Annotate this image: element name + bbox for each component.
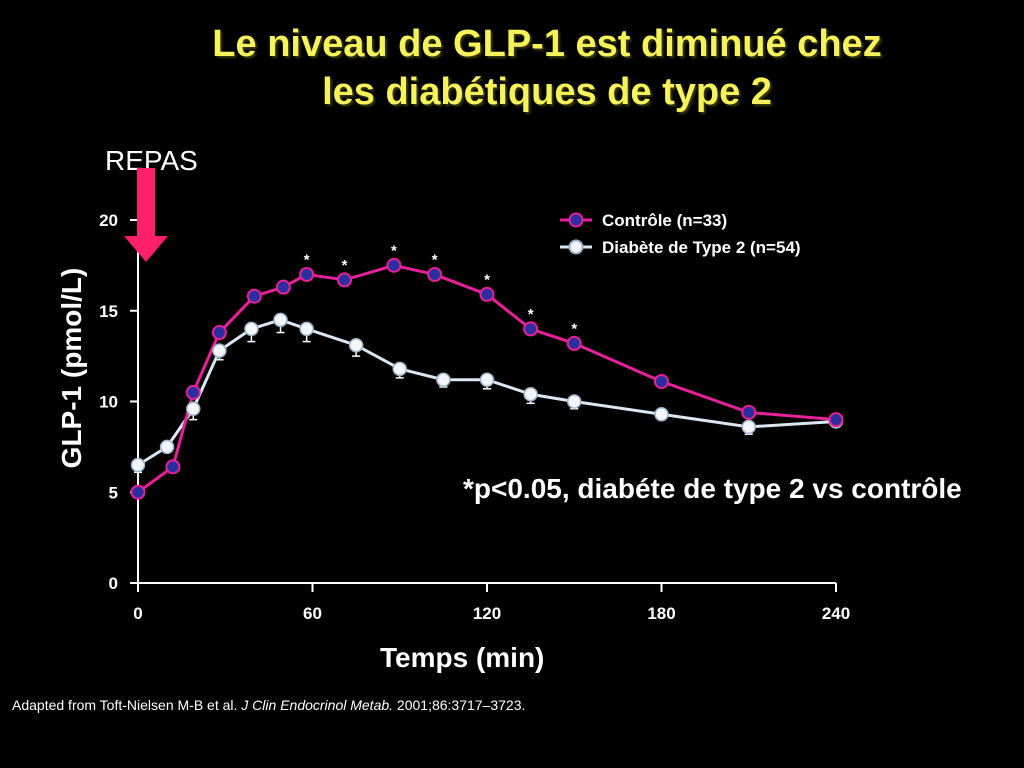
citation-suffix: 2001;86:3717–3723. [393, 697, 526, 713]
diabetes-series-line [137, 318, 837, 467]
diabetes-data-point [654, 406, 669, 422]
x-tick-label: 180 [647, 604, 675, 623]
control-data-point [246, 288, 262, 304]
control-data-point [566, 335, 582, 351]
y-tick-label: 15 [99, 302, 118, 321]
significance-asterisk: * [432, 251, 438, 268]
legend-marker [568, 212, 584, 228]
citation-prefix: Adapted from Toft-Nielsen M-B et al. [12, 697, 242, 713]
control-data-point [275, 279, 291, 295]
x-tick-label: 0 [133, 604, 142, 623]
title-line-1: Le niveau de GLP-1 est diminué chez [212, 23, 882, 65]
control-data-point [299, 266, 315, 282]
significance-asterisk: * [571, 320, 577, 337]
control-data-point [828, 412, 844, 428]
control-data-point [165, 459, 181, 475]
diabetes-data-point [299, 321, 314, 337]
y-tick-label: 0 [109, 574, 118, 593]
y-tick-label: 20 [99, 211, 118, 230]
significance-note: *p<0.05, diabéte de type 2 vs contrôle [463, 473, 962, 504]
significance-asterisk: * [528, 306, 534, 323]
significance-asterisk: * [484, 271, 490, 288]
diabetes-data-point [130, 457, 146, 473]
legend-label: Contrôle (n=33) [602, 211, 727, 230]
chart-axes: 0 5 10 15 20 0 60 120 180 240 [99, 211, 850, 623]
y-tick-label: 10 [99, 393, 118, 412]
diabetes-data-point [348, 337, 364, 353]
significance-asterisk: * [342, 257, 348, 274]
control-data-point [654, 374, 669, 390]
control-data-point [336, 272, 352, 288]
x-tick-label: 60 [303, 604, 322, 623]
legend-marker [568, 239, 584, 255]
significance-asterisk: * [391, 242, 397, 259]
meal-arrow-head [124, 236, 168, 262]
legend-label: Diabète de Type 2 (n=54) [602, 238, 801, 257]
x-tick-label: 240 [822, 604, 850, 623]
chart-marks: * * * * * * * [124, 168, 844, 500]
diabetes-data-point [244, 321, 259, 337]
diabetes-data-point [273, 312, 288, 328]
y-tick-label: 5 [109, 483, 118, 502]
significance-asterisk: * [304, 251, 310, 268]
diabetes-data-point [479, 372, 495, 387]
x-axis-label: Temps (min) [380, 642, 545, 673]
control-data-point [211, 325, 227, 341]
citation: Adapted from Toft-Nielsen M-B et al. J C… [12, 697, 525, 713]
diabetes-data-point [392, 361, 407, 377]
control-data-point [427, 266, 443, 282]
title-line-2: les diabétiques de type 2 [322, 71, 772, 113]
control-data-point [741, 404, 757, 420]
chart-legend: Contrôle (n=33) Diabète de Type 2 (n=54) [560, 211, 801, 257]
diabetes-data-point [186, 401, 201, 417]
diabetes-data-point [567, 394, 582, 409]
control-series-line [137, 263, 837, 494]
control-data-point [386, 257, 402, 273]
slide-title: Le niveau de GLP-1 est diminué chez les … [0, 20, 1024, 116]
diabetes-data-point [523, 386, 538, 402]
control-data-point [185, 384, 201, 400]
citation-journal: J Clin Endocrinol Metab. [241, 697, 394, 713]
diabetes-data-point [212, 343, 227, 358]
x-tick-label: 120 [473, 604, 501, 623]
diabetes-data-point [741, 419, 756, 435]
diabetes-data-point [159, 439, 175, 455]
control-data-point [523, 321, 539, 337]
diabetes-data-point [436, 372, 451, 387]
control-data-point [130, 484, 146, 500]
meal-arrow-shaft [137, 168, 155, 238]
control-data-point [479, 286, 495, 302]
